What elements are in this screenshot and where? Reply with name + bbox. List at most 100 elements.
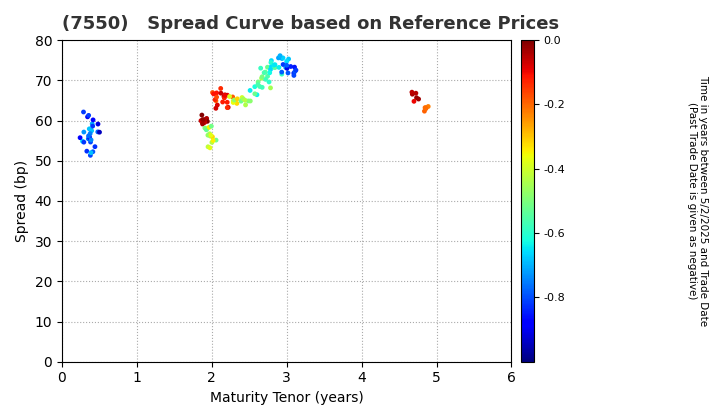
Point [266, 57, 277, 64]
Point [211, 94, 222, 100]
Point [204, 124, 215, 131]
Point [256, 75, 267, 81]
Point [420, 105, 432, 112]
Point [84, 130, 96, 137]
Point [289, 64, 300, 71]
Point [83, 133, 94, 139]
Point [262, 73, 274, 80]
Point [411, 94, 423, 101]
Point [407, 91, 418, 97]
Point [196, 112, 207, 118]
Point [208, 91, 220, 97]
Point [78, 109, 89, 116]
Point [85, 126, 96, 133]
Point [84, 134, 95, 141]
Point [195, 117, 207, 124]
Point [222, 92, 233, 99]
Point [82, 113, 94, 120]
Point [266, 63, 277, 70]
Point [251, 92, 263, 98]
Point [290, 67, 302, 74]
Point [282, 65, 293, 72]
Point [74, 134, 86, 141]
Text: (7550)   Spread Curve based on Reference Prices: (7550) Spread Curve based on Reference P… [62, 15, 559, 33]
Point [236, 94, 248, 101]
Point [268, 62, 279, 68]
Point [238, 96, 249, 102]
Point [235, 98, 247, 105]
Point [261, 64, 273, 71]
Point [219, 94, 230, 101]
Point [273, 55, 284, 61]
Point [222, 104, 234, 111]
Point [202, 118, 213, 125]
Point [420, 104, 432, 111]
Point [81, 148, 93, 155]
Point [269, 61, 281, 68]
Point [264, 79, 275, 85]
Point [92, 129, 104, 135]
Point [244, 87, 256, 94]
Point [254, 83, 266, 90]
Point [199, 118, 210, 125]
Point [197, 119, 208, 126]
Point [205, 132, 217, 139]
Point [253, 79, 264, 85]
Point [239, 97, 251, 104]
Point [277, 61, 289, 68]
Point [199, 116, 210, 123]
Point [269, 64, 280, 71]
Point [204, 144, 216, 151]
Point [204, 133, 216, 139]
Point [255, 65, 266, 71]
Point [87, 148, 99, 155]
Point [265, 59, 276, 66]
Point [269, 64, 281, 71]
Point [77, 138, 89, 144]
Point [264, 69, 276, 76]
Point [413, 96, 424, 102]
Point [274, 52, 286, 59]
Point [419, 104, 431, 111]
Point [273, 64, 284, 71]
Point [85, 150, 96, 156]
Point [277, 55, 289, 61]
Point [199, 119, 210, 126]
Point [252, 81, 264, 88]
Point [289, 68, 301, 74]
Point [245, 97, 256, 104]
Point [281, 58, 292, 65]
Point [410, 90, 422, 97]
Point [94, 129, 105, 136]
X-axis label: Maturity Tenor (years): Maturity Tenor (years) [210, 391, 364, 405]
Point [78, 129, 89, 135]
Point [87, 123, 99, 129]
Point [212, 102, 223, 108]
Point [83, 135, 94, 142]
Point [210, 105, 222, 112]
Point [83, 112, 94, 119]
Point [288, 70, 300, 76]
Point [197, 121, 208, 127]
Point [204, 130, 215, 137]
Point [423, 103, 434, 110]
Y-axis label: Time in years between 5/2/2025 and Trade Date
(Past Trade Date is given as negat: Time in years between 5/2/2025 and Trade… [686, 75, 708, 326]
Point [281, 62, 292, 68]
Point [258, 69, 270, 76]
Point [256, 74, 268, 80]
Point [265, 66, 276, 73]
Point [92, 121, 104, 127]
Point [222, 104, 233, 111]
Point [280, 64, 292, 71]
Point [201, 126, 212, 133]
Point [265, 84, 276, 91]
Point [260, 76, 271, 83]
Point [86, 121, 98, 127]
Point [207, 134, 218, 140]
Point [288, 72, 300, 79]
Point [210, 137, 222, 144]
Point [211, 89, 222, 96]
Point [249, 90, 261, 97]
Point [276, 69, 287, 76]
Point [256, 84, 268, 91]
